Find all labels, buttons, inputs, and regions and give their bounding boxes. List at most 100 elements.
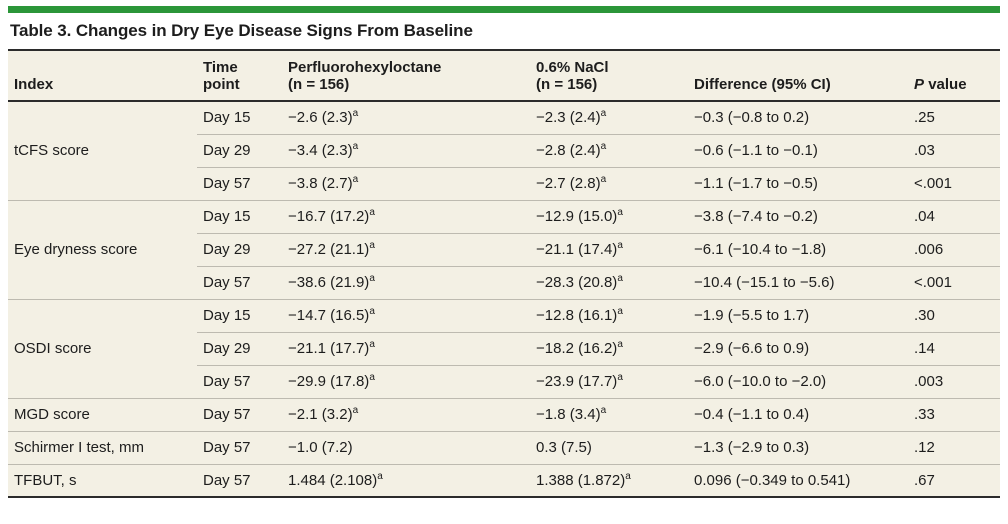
- cell-difference: −0.6 (−1.1 to −0.1): [688, 133, 908, 168]
- cell-p-value: <.001: [908, 265, 1000, 300]
- cell-nacl: −28.3 (20.8)a: [530, 265, 688, 300]
- cell-perfluorohexyloctane: −2.6 (2.3)a: [282, 100, 530, 135]
- cell-difference: −0.4 (−1.1 to 0.4): [688, 397, 908, 432]
- cell-perfluorohexyloctane: 1.484 (2.108)a: [282, 463, 530, 498]
- cell-perfluorohexyloctane: −3.4 (2.3)a: [282, 133, 530, 168]
- cell-perfluorohexyloctane: −16.7 (17.2)a: [282, 199, 530, 234]
- cell-p-value: .006: [908, 232, 1000, 267]
- cell-time-point: Day 15: [197, 100, 282, 135]
- table-row: Eye dryness score Day 15 −16.7 (17.2)a −…: [8, 199, 1000, 300]
- header-row: Index Time point Perfluorohexyloctane (n…: [8, 49, 1000, 103]
- cell-difference: −1.3 (−2.9 to 0.3): [688, 430, 908, 465]
- cell-p-value: .33: [908, 397, 1000, 432]
- table-row: Day 29 −21.1 (17.7)a −18.2 (16.2)a −2.9 …: [8, 331, 1000, 366]
- footnote-marker: a: [600, 405, 607, 417]
- cell-time-point: Day 57: [197, 430, 282, 465]
- table-row: Day 29 −27.2 (21.1)a −21.1 (17.4)a −6.1 …: [8, 232, 1000, 267]
- accent-bar: [8, 6, 1000, 13]
- cell-p-value: .30: [908, 298, 1000, 333]
- cell-p-value: .67: [908, 463, 1000, 498]
- table-row: Day 57 −38.6 (21.9)a −28.3 (20.8)a −10.4…: [8, 265, 1000, 300]
- footnote-marker: a: [377, 470, 383, 482]
- cell-nacl: 0.3 (7.5): [530, 430, 688, 465]
- footnote-marker: a: [600, 174, 607, 186]
- cell-perfluorohexyloctane: −3.8 (2.7)a: [282, 166, 530, 201]
- cell-nacl: −23.9 (17.7)a: [530, 364, 688, 399]
- row-index-label: Schirmer I test, mm: [8, 430, 197, 465]
- col-header-difference: Difference (95% CI): [688, 49, 908, 103]
- cell-difference: −0.3 (−0.8 to 0.2): [688, 100, 908, 135]
- col-header-perfluorohexyloctane: Perfluorohexyloctane (n = 156): [282, 49, 530, 103]
- cell-time-point: Day 15: [197, 199, 282, 234]
- table-row: OSDI score Day 15 −14.7 (16.5)a −12.8 (1…: [8, 298, 1000, 399]
- cell-time-point: Day 57: [197, 265, 282, 300]
- row-index-label: OSDI score: [8, 298, 197, 399]
- cell-time-point: Day 15: [197, 298, 282, 333]
- footnote-marker: a: [352, 108, 359, 120]
- cell-difference: −3.8 (−7.4 to −0.2): [688, 199, 908, 234]
- footnote-marker: a: [600, 141, 607, 153]
- cell-time-point: Day 29: [197, 331, 282, 366]
- footnote-marker: a: [369, 306, 375, 318]
- table-figure: Table 3. Changes in Dry Eye Disease Sign…: [8, 6, 1000, 499]
- footnote-marker: a: [369, 240, 375, 252]
- cell-p-value: <.001: [908, 166, 1000, 201]
- footnote-marker: a: [617, 240, 623, 252]
- cell-difference: −6.0 (−10.0 to −2.0): [688, 364, 908, 399]
- cell-nacl: −2.7 (2.8)a: [530, 166, 688, 201]
- cell-nacl: −12.9 (15.0)a: [530, 199, 688, 234]
- table-row: Day 29 −3.4 (2.3)a −2.8 (2.4)a −0.6 (−1.…: [8, 133, 1000, 168]
- footnote-marker: a: [352, 141, 359, 153]
- cell-nacl: −2.8 (2.4)a: [530, 133, 688, 168]
- cell-p-value: .003: [908, 364, 1000, 399]
- col-header-index: Index: [8, 49, 197, 103]
- row-index-label: MGD score: [8, 397, 197, 432]
- cell-time-point: Day 29: [197, 232, 282, 267]
- cell-nacl: −21.1 (17.4)a: [530, 232, 688, 267]
- footnote-marker: a: [369, 339, 375, 351]
- cell-p-value: .04: [908, 199, 1000, 234]
- cell-nacl: 1.388 (1.872)a: [530, 463, 688, 498]
- cell-p-value: .14: [908, 331, 1000, 366]
- footnote-marker: a: [369, 207, 375, 219]
- dry-eye-signs-table: Index Time point Perfluorohexyloctane (n…: [8, 48, 1000, 499]
- cell-time-point: Day 29: [197, 133, 282, 168]
- table-title: Table 3. Changes in Dry Eye Disease Sign…: [10, 21, 473, 40]
- footnote-marker: a: [352, 174, 359, 186]
- cell-p-value: .12: [908, 430, 1000, 465]
- cell-perfluorohexyloctane: −27.2 (21.1)a: [282, 232, 530, 267]
- footnote-marker: a: [617, 372, 623, 384]
- col-header-nacl: 0.6% NaCl (n = 156): [530, 49, 688, 103]
- table-row: tCFS score Day 15 −2.6 (2.3)a −2.3 (2.4)…: [8, 100, 1000, 201]
- cell-nacl: −18.2 (16.2)a: [530, 331, 688, 366]
- cell-nacl: −1.8 (3.4)a: [530, 397, 688, 432]
- cell-perfluorohexyloctane: −29.9 (17.8)a: [282, 364, 530, 399]
- table-row: TFBUT, s Day 57 1.484 (2.108)a 1.388 (1.…: [8, 463, 1000, 498]
- cell-time-point: Day 57: [197, 364, 282, 399]
- cell-perfluorohexyloctane: −2.1 (3.2)a: [282, 397, 530, 432]
- cell-perfluorohexyloctane: −38.6 (21.9)a: [282, 265, 530, 300]
- cell-time-point: Day 57: [197, 166, 282, 201]
- cell-p-value: .25: [908, 100, 1000, 135]
- cell-difference: −2.9 (−6.6 to 0.9): [688, 331, 908, 366]
- row-index-label: tCFS score: [8, 100, 197, 201]
- cell-difference: −1.9 (−5.5 to 1.7): [688, 298, 908, 333]
- footnote-marker: a: [600, 108, 607, 120]
- footnote-marker: a: [369, 372, 375, 384]
- cell-difference: −10.4 (−15.1 to −5.6): [688, 265, 908, 300]
- footnote-marker: a: [617, 306, 623, 318]
- footnote-marker: a: [617, 207, 623, 219]
- table-row: MGD score Day 57 −2.1 (3.2)a −1.8 (3.4)a…: [8, 397, 1000, 432]
- footnote-marker: a: [369, 273, 375, 285]
- footnote-marker: a: [617, 339, 623, 351]
- col-header-p-value: P value: [908, 49, 1000, 103]
- cell-nacl: −12.8 (16.1)a: [530, 298, 688, 333]
- cell-perfluorohexyloctane: −14.7 (16.5)a: [282, 298, 530, 333]
- cell-perfluorohexyloctane: −1.0 (7.2): [282, 430, 530, 465]
- footnote-marker: a: [617, 273, 623, 285]
- cell-difference: −6.1 (−10.4 to −1.8): [688, 232, 908, 267]
- footnote-marker: a: [352, 405, 359, 417]
- cell-p-value: .03: [908, 133, 1000, 168]
- footnote-marker: a: [625, 470, 631, 482]
- cell-perfluorohexyloctane: −21.1 (17.7)a: [282, 331, 530, 366]
